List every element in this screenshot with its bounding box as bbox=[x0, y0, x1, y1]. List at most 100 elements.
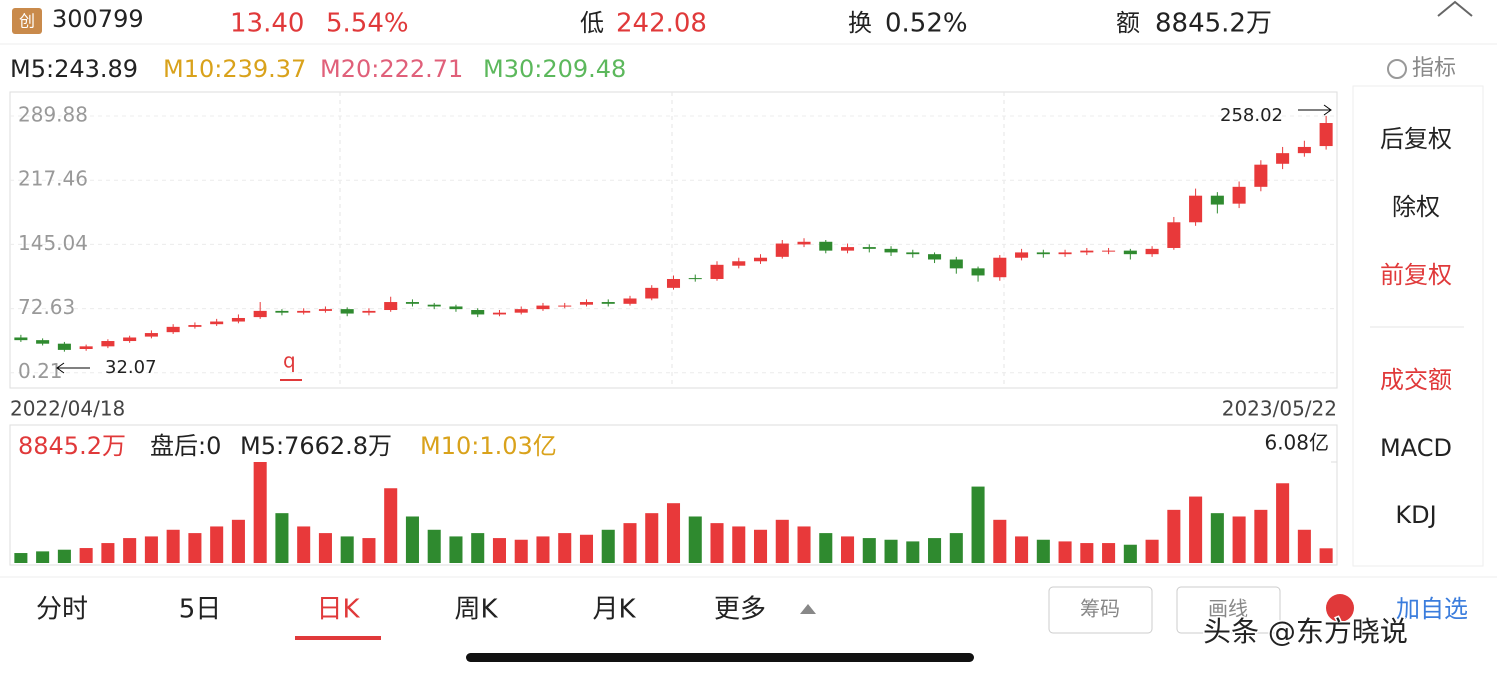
volume-chart: 6.08亿 bbox=[14, 431, 1337, 563]
volume-bar bbox=[666, 503, 681, 563]
volume-bar bbox=[1080, 543, 1094, 563]
ma30: M30:209.48 bbox=[483, 55, 626, 83]
candle-body bbox=[1276, 153, 1290, 164]
more-arrow bbox=[800, 604, 816, 614]
collapse-button[interactable] bbox=[1437, 0, 1473, 17]
candle-body bbox=[318, 309, 332, 311]
tab[interactable]: 月K bbox=[592, 595, 636, 625]
candle-body bbox=[1102, 250, 1116, 252]
side-item[interactable]: 除权 bbox=[1392, 193, 1440, 221]
candle-body bbox=[536, 305, 550, 310]
side-item[interactable]: MACD bbox=[1380, 434, 1452, 462]
volume-bar bbox=[710, 523, 724, 563]
volume-bar bbox=[819, 533, 833, 563]
candle-body bbox=[1145, 248, 1159, 255]
side-item[interactable]: KDJ bbox=[1395, 501, 1436, 529]
volume-bar bbox=[471, 533, 485, 563]
volume-bar bbox=[1102, 543, 1116, 563]
volume-bar bbox=[384, 488, 398, 563]
add-icon bbox=[1326, 594, 1354, 622]
volume-bar bbox=[14, 553, 28, 563]
volume-bar bbox=[645, 513, 659, 563]
volume-bar bbox=[884, 539, 898, 563]
candle-body bbox=[732, 261, 746, 266]
price-chart: 0.21 72.63 145.04 217.46 289.88 2022/04/18 202… bbox=[10, 103, 1337, 421]
volume-bar bbox=[601, 529, 615, 563]
volume-bar bbox=[449, 536, 463, 563]
volume-bar bbox=[579, 534, 594, 563]
candle-body bbox=[884, 248, 898, 253]
volume-bar bbox=[688, 516, 702, 563]
volume-bar bbox=[862, 538, 876, 563]
button-frame bbox=[1176, 586, 1281, 634]
candle-body bbox=[623, 298, 637, 304]
candle-body bbox=[1232, 186, 1246, 204]
low: 242.08 bbox=[616, 9, 707, 39]
candle-body bbox=[384, 302, 398, 311]
side-item[interactable]: 成交额 bbox=[1380, 366, 1452, 394]
volume-bar bbox=[1123, 544, 1137, 563]
y-tick-label: 145.04 bbox=[18, 231, 88, 255]
candle-body bbox=[449, 306, 463, 310]
candle-body bbox=[210, 321, 224, 325]
volume-bar bbox=[79, 548, 93, 563]
volume-bar bbox=[166, 529, 180, 563]
candle-body bbox=[862, 247, 876, 249]
volume-bar bbox=[1189, 496, 1203, 563]
candle-body bbox=[340, 309, 354, 314]
candle-body bbox=[166, 326, 180, 333]
candle-body bbox=[1254, 164, 1268, 187]
candle-body bbox=[775, 243, 789, 257]
indicator-button[interactable]: 指标 bbox=[1412, 56, 1456, 81]
side-item[interactable]: 后复权 bbox=[1380, 125, 1452, 153]
candle-body bbox=[1080, 250, 1094, 253]
ma5: M5:243.89 bbox=[10, 55, 138, 83]
candle-body bbox=[579, 302, 594, 305]
candle-body bbox=[1319, 123, 1333, 147]
volume-bar bbox=[275, 513, 289, 563]
x-tick-label: 2023/05/22 bbox=[1222, 397, 1337, 421]
add-watchlist[interactable]: 加自选 bbox=[1396, 595, 1468, 623]
watermark: 头条 @东方晓说 bbox=[1203, 615, 1408, 648]
chips-button[interactable]: 筹码 bbox=[1080, 597, 1120, 621]
volume-bar bbox=[188, 533, 202, 563]
volume-bar bbox=[123, 538, 137, 563]
candle-body bbox=[231, 317, 245, 322]
candle-body bbox=[601, 302, 615, 304]
volume-bar bbox=[1210, 513, 1224, 563]
after-hours: 盘后:0 bbox=[150, 432, 221, 460]
volume-bar bbox=[362, 538, 376, 563]
volume-bar bbox=[1232, 516, 1246, 563]
tab[interactable]: 5日 bbox=[179, 595, 222, 625]
volume-bar bbox=[906, 541, 920, 563]
side-item[interactable]: 前复权 bbox=[1380, 261, 1452, 289]
candle-body bbox=[514, 309, 528, 313]
volume-bar bbox=[514, 539, 528, 563]
stock-code: 300799 bbox=[52, 5, 144, 33]
volume-bar bbox=[405, 516, 419, 563]
volume-bar bbox=[1036, 539, 1050, 563]
draw-button[interactable]: 画线 bbox=[1208, 597, 1248, 621]
tab[interactable]: 日K bbox=[316, 595, 360, 625]
badge: 创 bbox=[19, 12, 35, 31]
candle-body bbox=[101, 341, 115, 347]
tab[interactable]: 更多 bbox=[714, 595, 766, 625]
volume-bar bbox=[101, 543, 115, 563]
volume-bar bbox=[1145, 539, 1159, 563]
volume-bar bbox=[1319, 548, 1333, 563]
ma10: M10:239.37 bbox=[163, 55, 306, 83]
y-tick-label: 217.46 bbox=[18, 167, 88, 191]
y-tick-label: 289.88 bbox=[18, 103, 88, 127]
tab[interactable]: 周K bbox=[454, 595, 498, 625]
volume-bar bbox=[57, 549, 71, 563]
volume-bar bbox=[949, 533, 963, 563]
candle-body bbox=[993, 257, 1007, 278]
volume-bar bbox=[753, 529, 768, 563]
candle-body bbox=[558, 305, 572, 307]
tab[interactable]: 分时 bbox=[36, 595, 88, 625]
volume-bar bbox=[841, 536, 855, 563]
y-tick-label: 72.63 bbox=[18, 295, 75, 319]
volume-bar bbox=[558, 533, 572, 563]
